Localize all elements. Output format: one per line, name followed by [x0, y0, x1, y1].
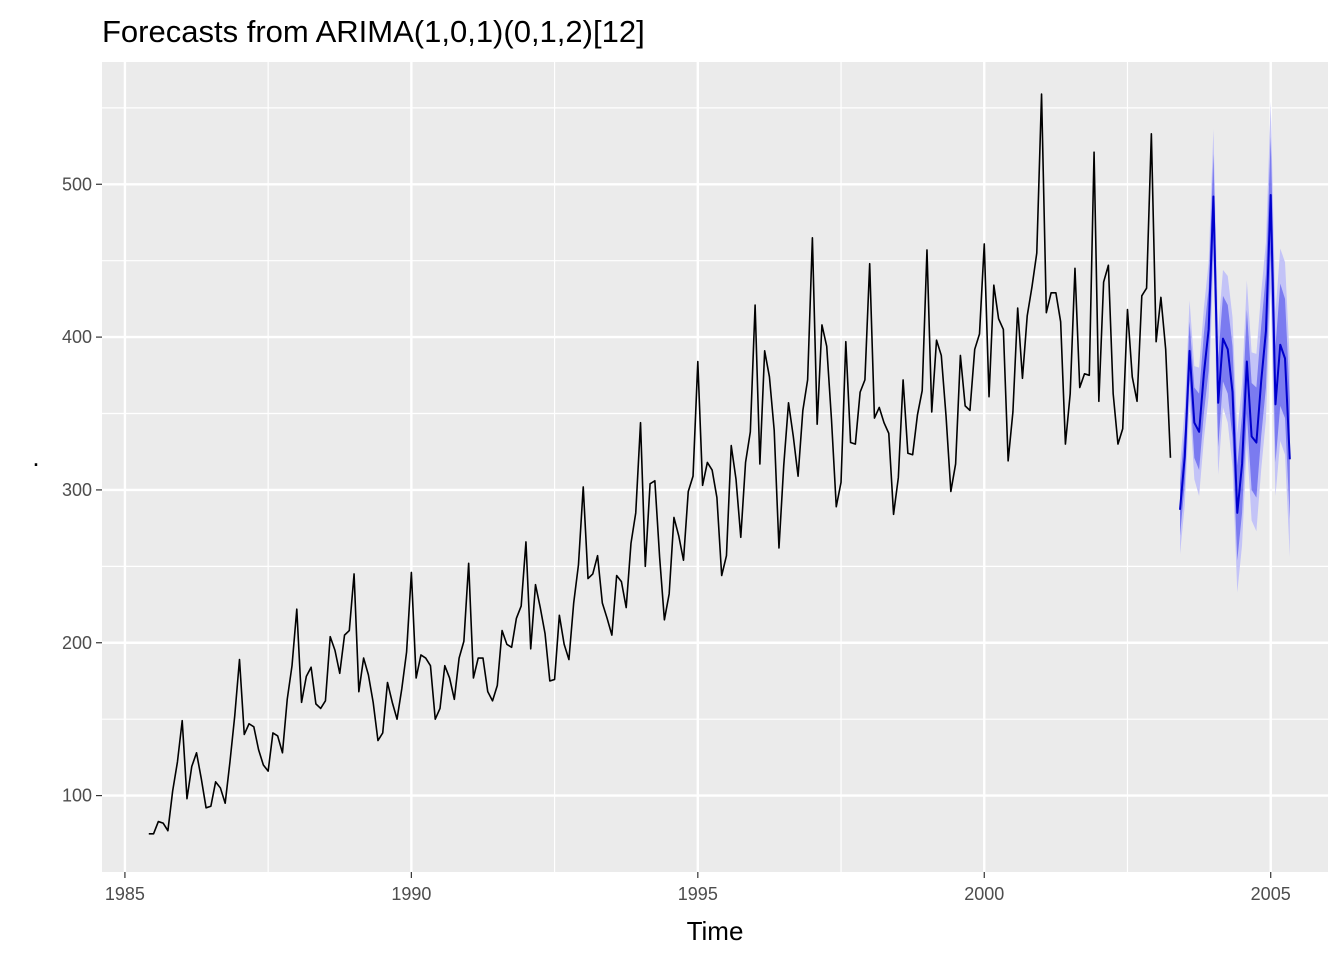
- x-tick-label: 1995: [678, 884, 718, 904]
- forecast-mean-line: [1179, 193, 1291, 514]
- grid-major: [102, 62, 1328, 872]
- x-tick-label: 1990: [391, 884, 431, 904]
- y-tick-label: 500: [62, 174, 92, 194]
- y-tick-label: 300: [62, 480, 92, 500]
- series-lines: [148, 93, 1291, 835]
- y-tick-label: 200: [62, 633, 92, 653]
- y-tick-label: 100: [62, 786, 92, 806]
- y-axis: 100 200 300 400 500: [62, 174, 102, 806]
- x-axis-title: Time: [687, 916, 744, 946]
- x-tick-label: 1985: [105, 884, 145, 904]
- plot-panel: [102, 62, 1328, 872]
- history-line: [148, 93, 1172, 835]
- chart-title: Forecasts from ARIMA(1,0,1)(0,1,2)[12]: [102, 14, 645, 49]
- y-tick-label: 400: [62, 327, 92, 347]
- y-axis-title: .: [32, 442, 39, 472]
- x-tick-label: 2005: [1251, 884, 1291, 904]
- x-axis: 1985 1990 1995 2000 2005: [105, 872, 1291, 904]
- x-tick-label: 2000: [964, 884, 1004, 904]
